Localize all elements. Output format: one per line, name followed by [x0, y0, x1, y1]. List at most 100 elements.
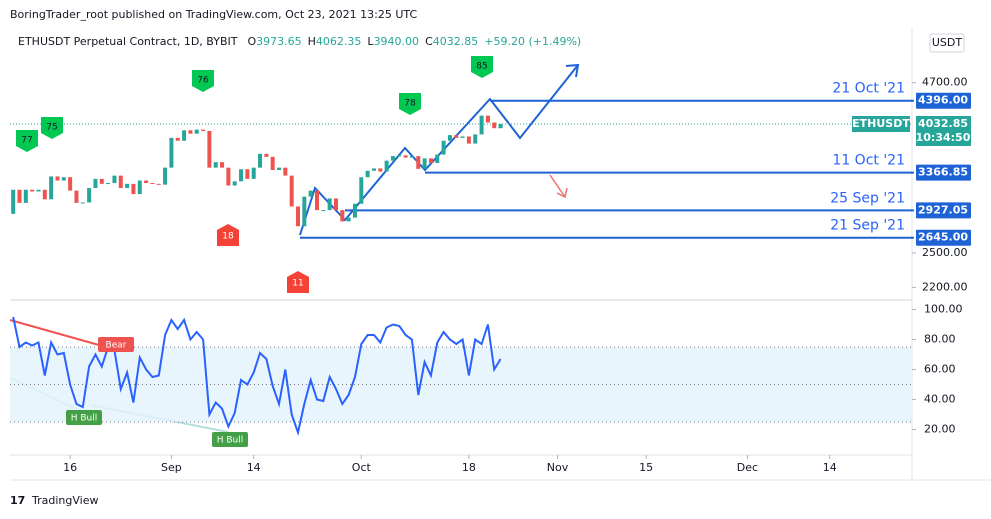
level-label: 11 Oct '21: [832, 153, 905, 169]
legend-value: 3973.65: [256, 35, 302, 48]
candle-body: [321, 210, 326, 212]
candle-body: [270, 156, 275, 171]
candle-body: [163, 167, 168, 185]
candle-body: [485, 115, 490, 123]
y-tick-label: 2200.00: [922, 280, 968, 293]
change: +59.20 (+1.49%): [484, 35, 581, 48]
pivot-marker: [41, 117, 63, 139]
candle-body: [156, 183, 161, 185]
candle-body: [371, 168, 376, 171]
candle-body: [201, 129, 206, 131]
candle-body: [99, 178, 104, 184]
candle-body: [454, 135, 459, 138]
candle-body: [384, 160, 389, 172]
x-tick-label: Nov: [547, 461, 569, 474]
candle-body: [302, 196, 307, 227]
candle-body: [403, 155, 408, 158]
x-tick-label: Dec: [737, 461, 758, 474]
candle-body: [68, 177, 73, 191]
candle-body: [296, 206, 301, 227]
header: BoringTrader_root published on TradingVi…: [10, 8, 417, 21]
candle-body: [428, 158, 433, 163]
candle-body: [359, 177, 364, 204]
candle-body: [447, 135, 452, 141]
level-label: 21 Sep '21: [830, 218, 905, 234]
legend-key: C: [425, 35, 433, 48]
candle-body: [333, 198, 338, 211]
pivot-marker: [287, 271, 309, 293]
annotation-box: [98, 337, 134, 352]
candle-body: [17, 189, 22, 203]
candle-body: [106, 183, 111, 185]
candle-body: [460, 136, 465, 138]
candle-body: [226, 167, 231, 186]
pivot-marker: [192, 70, 214, 92]
ticker: ETHUSDT: [852, 117, 910, 130]
candle-body: [23, 189, 28, 203]
y-tick-label: 80.00: [924, 333, 956, 346]
candle-body: [466, 136, 471, 144]
projection: [299, 64, 579, 236]
level-label: 25 Sep '21: [830, 190, 905, 206]
candle-body: [74, 190, 79, 203]
candle-body: [441, 140, 446, 155]
candle-body: [80, 202, 85, 204]
price-tag: [916, 202, 971, 219]
currency-box: [929, 33, 965, 53]
candle-body: [277, 167, 282, 171]
x-tick-label: Sep: [161, 461, 182, 474]
candle-body: [131, 183, 136, 195]
candle-body: [283, 167, 288, 176]
candle-body: [390, 156, 395, 161]
candle-body: [11, 189, 16, 214]
candle-body: [479, 115, 484, 135]
pivot-label: 77: [21, 136, 32, 146]
candle-body: [112, 175, 117, 184]
candle-body: [125, 183, 130, 189]
candle-body: [378, 168, 383, 172]
candle-body: [346, 217, 351, 222]
candle-body: [49, 176, 54, 200]
candle-body: [473, 134, 478, 144]
pivot-label: 76: [197, 76, 209, 86]
annotation-box: [212, 432, 248, 447]
legend-key: O: [247, 35, 256, 48]
x-tick-label: 14: [823, 461, 837, 474]
price-tag: [916, 164, 971, 181]
candle-body: [239, 169, 244, 182]
x-tick-label: Oct: [352, 461, 372, 474]
annotation: Bear: [106, 341, 127, 351]
candle-body: [314, 190, 319, 211]
x-tick-label: 18: [462, 461, 476, 474]
candle-body: [194, 129, 199, 134]
candle-body: [422, 158, 427, 169]
annotation: H Bull: [217, 436, 244, 446]
candle-body: [182, 130, 187, 141]
candle-body: [397, 155, 402, 157]
legend-value: 4062.35: [316, 35, 362, 48]
candle-body: [87, 188, 92, 203]
pivot-marker: [471, 56, 493, 78]
candle-body: [150, 183, 155, 185]
symbol: ETHUSDT Perpetual Contract, 1D, BYBIT: [18, 35, 238, 48]
candle-body: [264, 153, 269, 157]
candle-body: [93, 178, 98, 189]
last-price-box: [916, 115, 971, 146]
candle-body: [365, 170, 370, 178]
y-tick-label: 100.00: [924, 303, 963, 316]
band: [10, 347, 912, 422]
y-tick-label: 2500.00: [922, 246, 968, 259]
legend-value: 3940.00: [374, 35, 420, 48]
price-tag: [916, 92, 971, 109]
brand: 17 TradingView: [10, 494, 98, 507]
candle-body: [492, 122, 497, 129]
x-tick-label: 15: [639, 461, 653, 474]
candle-body: [251, 167, 256, 179]
x-tick-label: 16: [63, 461, 77, 474]
candle-body: [118, 175, 123, 189]
currency: USDT: [932, 36, 963, 49]
candle-body: [289, 175, 294, 207]
candle-body: [169, 137, 174, 168]
candle-body: [175, 137, 180, 141]
